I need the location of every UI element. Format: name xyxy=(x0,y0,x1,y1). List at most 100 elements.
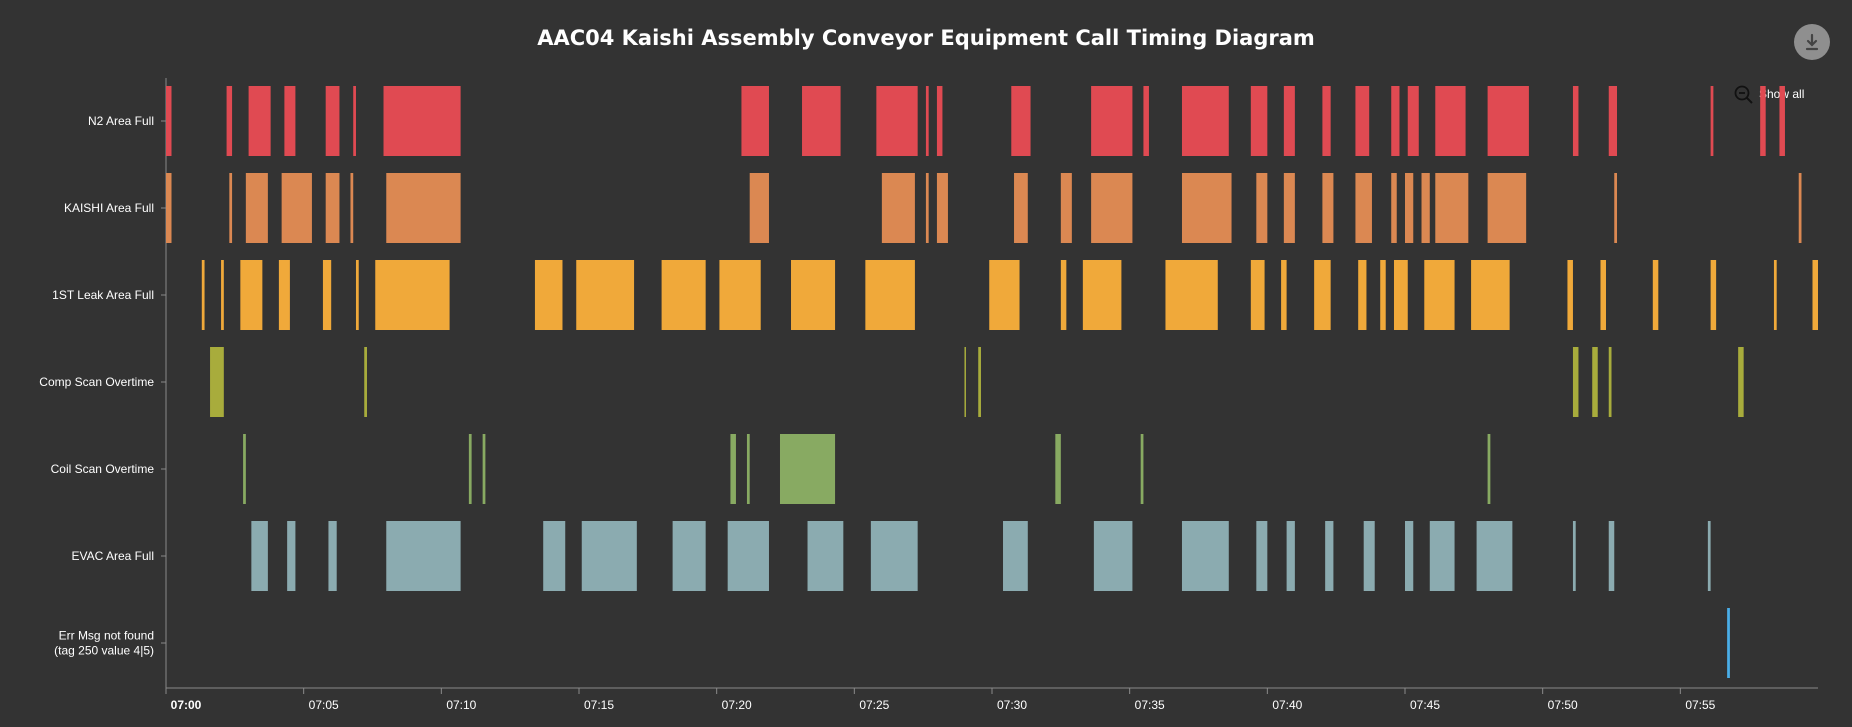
timeline-bar xyxy=(1380,260,1386,330)
timeline-bar xyxy=(1424,260,1455,330)
timeline-bar xyxy=(1055,434,1061,504)
timeline-bar xyxy=(1798,173,1802,243)
timeline-bar xyxy=(482,434,486,504)
timeline-bar xyxy=(870,521,918,591)
timeline-bar xyxy=(1600,260,1606,330)
timeline-bar xyxy=(1281,260,1287,330)
timeline-bar xyxy=(1140,434,1144,504)
timeline-bar xyxy=(221,260,224,330)
timeline-bar xyxy=(1652,260,1659,330)
timeline-bar xyxy=(328,521,337,591)
x-tick-label: 07:45 xyxy=(1410,698,1440,712)
x-tick-label: 07:00 xyxy=(171,698,202,712)
timeline-bar xyxy=(581,521,637,591)
timeline-bar xyxy=(248,86,271,156)
timeline-bar xyxy=(364,347,367,417)
timeline-bar xyxy=(1760,86,1766,156)
timeline-bar xyxy=(1567,260,1573,330)
timeline-bar xyxy=(1608,347,1612,417)
timeline-bar xyxy=(1421,173,1430,243)
timeline-bar xyxy=(166,86,172,156)
timeline-bar xyxy=(278,260,290,330)
x-tick-label: 07:05 xyxy=(309,698,339,712)
timeline-bar xyxy=(1283,86,1295,156)
timeline-bar xyxy=(1250,260,1265,330)
timeline-bar xyxy=(1592,347,1598,417)
timeline-bar xyxy=(1355,86,1370,156)
timeline-bar xyxy=(807,521,844,591)
timeline-bar xyxy=(791,260,836,330)
x-tick-label: 07:40 xyxy=(1272,698,1302,712)
timeline-bar xyxy=(1003,521,1028,591)
timeline-bar xyxy=(201,260,205,330)
timeline-bar xyxy=(1358,260,1367,330)
timeline-bar xyxy=(350,173,354,243)
timeline-bar xyxy=(1572,521,1576,591)
timeline-bar xyxy=(325,173,340,243)
row-label: Err Msg not found (tag 250 value 4|5) xyxy=(54,629,154,658)
timeline-bar xyxy=(876,86,918,156)
x-tick-label: 07:25 xyxy=(859,698,889,712)
timeline-bar xyxy=(468,434,472,504)
download-button[interactable] xyxy=(1794,24,1830,60)
timeline-bar xyxy=(1256,173,1268,243)
timeline-bar xyxy=(1322,173,1334,243)
timeline-bar xyxy=(1256,521,1268,591)
row-label: KAISHI Area Full xyxy=(64,201,154,215)
timeline-bar xyxy=(383,86,461,156)
timeline-bar xyxy=(1608,86,1618,156)
x-tick-label: 07:55 xyxy=(1685,698,1715,712)
timeline-bar xyxy=(1405,173,1414,243)
timeline-bar xyxy=(1476,521,1513,591)
timeline-bar xyxy=(1738,347,1744,417)
timeline-bar xyxy=(281,173,312,243)
timeline-bar xyxy=(1014,173,1028,243)
timeline-bar xyxy=(375,260,450,330)
x-tick-label: 07:15 xyxy=(584,698,614,712)
timeline-bar xyxy=(1391,173,1397,243)
timeline-bar xyxy=(1608,521,1615,591)
timeline-bar xyxy=(719,260,761,330)
timeline-bar xyxy=(355,260,359,330)
zoom-out-magnifier-icon xyxy=(1734,85,1753,104)
timeline-bar xyxy=(1181,173,1232,243)
timeline-bar xyxy=(1773,260,1777,330)
timeline-bar xyxy=(245,173,268,243)
timeline-bar xyxy=(1471,260,1510,330)
timeline-bar xyxy=(1710,260,1717,330)
timeline-bar xyxy=(1391,86,1400,156)
timeline-bar xyxy=(353,86,356,156)
timeline-bar xyxy=(749,173,769,243)
chart-title: AAC04 Kaishi Assembly Conveyor Equipment… xyxy=(537,26,1315,50)
timeline-bar xyxy=(284,86,296,156)
timeline-bar xyxy=(1407,86,1419,156)
timeline-bar xyxy=(1429,521,1455,591)
timeline-bar xyxy=(1405,521,1414,591)
timeline-bar xyxy=(1435,86,1466,156)
x-tick-label: 07:30 xyxy=(997,698,1027,712)
timeline-bar xyxy=(226,86,233,156)
timeline-bar xyxy=(925,86,929,156)
timeline-bar xyxy=(251,521,268,591)
timeline-bar xyxy=(1487,434,1491,504)
timeline-bar xyxy=(386,173,461,243)
timeline-bar xyxy=(240,260,263,330)
timeline-bar xyxy=(1727,608,1730,678)
timeline-bar xyxy=(1082,260,1122,330)
timeline-bar xyxy=(1355,173,1372,243)
timeline-bar xyxy=(1707,521,1711,591)
timeline-bar xyxy=(229,173,233,243)
timeline-bar xyxy=(1363,521,1375,591)
timeline-bar xyxy=(672,521,706,591)
timeline-bar xyxy=(210,347,224,417)
timeline-bar xyxy=(243,434,246,504)
row-label: 1ST Leak Area Full xyxy=(52,288,154,302)
timeline-bar xyxy=(925,173,929,243)
timeline-bar xyxy=(1165,260,1218,330)
timeline-bar xyxy=(1250,86,1268,156)
timeline-bar xyxy=(1487,173,1527,243)
timeline-bar xyxy=(936,173,948,243)
timeline-bar xyxy=(1314,260,1331,330)
x-tick-label: 07:35 xyxy=(1135,698,1165,712)
timeline-bar xyxy=(1011,86,1031,156)
